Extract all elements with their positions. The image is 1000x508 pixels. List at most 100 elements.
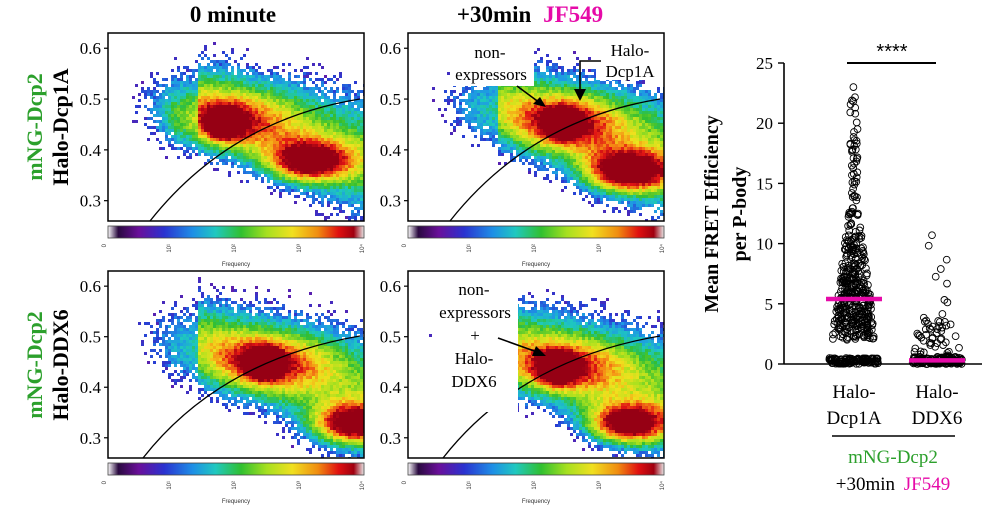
heatmap-cell	[276, 102, 279, 105]
heatmap-cell	[267, 123, 270, 126]
heatmap-cell	[564, 159, 567, 162]
heatmap-cell	[579, 126, 582, 129]
heatmap-cell	[201, 69, 204, 72]
heatmap-cell	[495, 126, 498, 129]
heatmap-cell	[231, 93, 234, 96]
heatmap-cell	[606, 183, 609, 186]
heatmap-cell	[240, 84, 243, 87]
heatmap-cell	[528, 99, 531, 102]
heatmap-cell	[642, 183, 645, 186]
heatmap-cell	[297, 159, 300, 162]
heatmap-cell	[507, 96, 510, 99]
heatmap-cell	[318, 63, 321, 66]
heatmap-cell	[582, 150, 585, 153]
heatmap-cell	[321, 147, 324, 150]
heatmap-cell	[321, 156, 324, 159]
heatmap-cell	[228, 138, 231, 141]
heatmap-cell	[264, 135, 267, 138]
heatmap-cell	[591, 120, 594, 123]
heatmap-cell	[360, 168, 363, 171]
heatmap-cell	[657, 123, 660, 126]
heatmap-cell	[168, 102, 171, 105]
heatmap-cell	[552, 150, 555, 153]
heatmap-cell	[333, 153, 336, 156]
heatmap-cell	[270, 150, 273, 153]
heatmap-cell	[300, 159, 303, 162]
heatmap-cell	[615, 192, 618, 195]
heatmap-cell	[183, 117, 186, 120]
heatmap-cell	[213, 81, 216, 84]
heatmap-cell	[183, 126, 186, 129]
heatmap-cell	[594, 87, 597, 90]
heatmap-cell	[555, 177, 558, 180]
heatmap-cell	[630, 93, 633, 96]
heatmap-cell	[519, 123, 522, 126]
heatmap-cell	[477, 111, 480, 114]
heatmap-cell	[348, 198, 351, 201]
heatmap-cell	[654, 201, 657, 204]
heatmap-cell	[588, 147, 591, 150]
heatmap-cell	[351, 186, 354, 189]
heatmap-cell	[486, 120, 489, 123]
heatmap-cell	[507, 90, 510, 93]
heatmap-cell	[255, 81, 258, 84]
heatmap-cell	[630, 150, 633, 153]
heatmap-cell	[537, 156, 540, 159]
heatmap-cell	[495, 114, 498, 117]
heatmap-cell	[546, 69, 549, 72]
heatmap-cell	[246, 81, 249, 84]
heatmap-cell	[633, 174, 636, 177]
heatmap-cell	[216, 69, 219, 72]
heatmap-cell	[339, 126, 342, 129]
heatmap-cell	[570, 87, 573, 90]
heatmap-cell	[585, 90, 588, 93]
heatmap-cell	[594, 72, 597, 75]
heatmap-cell	[171, 135, 174, 138]
heatmap-cell	[585, 177, 588, 180]
heatmap-cell	[240, 162, 243, 165]
heatmap-cell	[213, 150, 216, 153]
heatmap-cell	[324, 219, 327, 221]
heatmap-cell	[549, 90, 552, 93]
heatmap-cell	[600, 141, 603, 144]
heatmap-cell	[537, 78, 540, 81]
heatmap-cell	[288, 159, 291, 162]
heatmap-cell	[654, 195, 657, 198]
heatmap-cell	[636, 183, 639, 186]
heatmap-cell	[297, 138, 300, 141]
heatmap-cell	[564, 138, 567, 141]
heatmap-cell	[501, 105, 504, 108]
heatmap-cell	[585, 102, 588, 105]
heatmap-cell	[546, 75, 549, 78]
heatmap-cell	[603, 120, 606, 123]
heatmap-cell	[531, 126, 534, 129]
heatmap-cell	[291, 120, 294, 123]
heatmap-cell	[348, 144, 351, 147]
heatmap-cell	[582, 135, 585, 138]
heatmap-cell	[642, 111, 645, 114]
heatmap-cell	[540, 81, 543, 84]
heatmap-cell	[228, 96, 231, 99]
heatmap-cell	[528, 171, 531, 174]
heatmap-cell	[303, 168, 306, 171]
heatmap-cell	[582, 96, 585, 99]
heatmap-cell	[312, 153, 315, 156]
heatmap-cell	[522, 120, 525, 123]
heatmap-cell	[216, 141, 219, 144]
heatmap-cell	[261, 72, 264, 75]
heatmap-cell	[165, 111, 168, 114]
heatmap-cell	[147, 322, 150, 325]
heatmap-cell	[156, 126, 159, 129]
heatmap-cell	[651, 132, 654, 135]
heatmap-cell	[264, 111, 267, 114]
heatmap-cell	[186, 81, 189, 84]
heatmap-cell	[657, 135, 660, 138]
heatmap-cell	[198, 114, 201, 117]
heatmap-cell	[231, 99, 234, 102]
heatmap-cell	[654, 168, 657, 171]
heatmap-cell	[207, 75, 210, 78]
heatmap-cell	[303, 90, 306, 93]
heatmap-cell	[207, 153, 210, 156]
heatmap-cell	[315, 150, 318, 153]
heatmap-cell	[660, 213, 663, 216]
